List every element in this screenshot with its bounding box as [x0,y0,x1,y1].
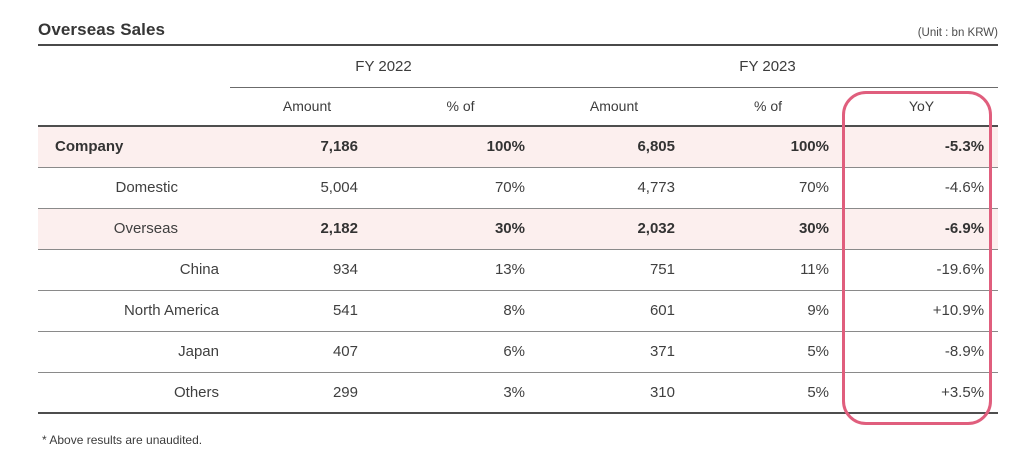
cell-yoy: -6.9% [845,208,999,250]
cell-pct-2022: 30% [384,208,537,250]
cell-amount-2022: 2,182 [230,208,384,250]
row-label: Company [38,126,230,168]
cell-yoy: +10.9% [845,290,999,332]
cell-amount-2023: 2,032 [537,208,691,250]
cell-pct-2023: 30% [691,208,845,250]
cell-amount-2022: 299 [230,372,384,414]
cell-pct-2023: 5% [691,372,845,414]
cell-amount-2023: 310 [537,372,691,414]
row-label: Domestic [38,167,230,209]
column-header-row: Amount % of Amount % of YoY [38,87,999,127]
cell-pct-2023: 9% [691,290,845,332]
table-row-domestic: Domestic 5,004 70% 4,773 70% -4.6% [38,167,999,209]
cell-yoy: -5.3% [845,126,999,168]
column-header-yoy: YoY [845,87,999,127]
cell-pct-2022: 70% [384,167,537,209]
cell-amount-2022: 5,004 [230,167,384,209]
cell-pct-2022: 100% [384,126,537,168]
cell-yoy: -19.6% [845,249,999,291]
column-group-row: FY 2022 FY 2023 [38,47,999,88]
column-header-amount-2023: Amount [537,87,691,127]
footnote: * Above results are unaudited. [42,433,203,447]
row-label: Overseas [38,208,230,250]
table-row-company: Company 7,186 100% 6,805 100% -5.3% [38,126,999,168]
table-row-japan: Japan 407 6% 371 5% -8.9% [38,331,999,373]
table-row-others: Others 299 3% 310 5% +3.5% [38,372,999,414]
column-header-amount-2022: Amount [230,87,384,127]
cell-amount-2022: 541 [230,290,384,332]
column-group-fy2022: FY 2022 [230,47,537,88]
cell-yoy: -4.6% [845,167,999,209]
cell-pct-2022: 6% [384,331,537,373]
cell-amount-2022: 407 [230,331,384,373]
row-label: North America [38,290,230,332]
cell-amount-2023: 751 [537,249,691,291]
cell-pct-2023: 100% [691,126,845,168]
unit-label: (Unit : bn KRW) [917,27,998,39]
cell-pct-2022: 13% [384,249,537,291]
table-row-north-america: North America 541 8% 601 9% +10.9% [38,290,999,332]
column-header-pct-2022: % of [384,87,537,127]
table-row-overseas: Overseas 2,182 30% 2,032 30% -6.9% [38,208,999,250]
cell-amount-2023: 371 [537,331,691,373]
row-label: Japan [38,331,230,373]
cell-pct-2023: 70% [691,167,845,209]
cell-amount-2023: 601 [537,290,691,332]
cell-amount-2022: 934 [230,249,384,291]
row-label: Others [38,372,230,414]
cell-amount-2023: 4,773 [537,167,691,209]
overseas-sales-table: FY 2022 FY 2023 Amount % of Amount % of … [38,47,999,414]
cell-yoy: -8.9% [845,331,999,373]
page-title: Overseas Sales [38,20,166,39]
column-header-pct-2023: % of [691,87,845,127]
cell-amount-2022: 7,186 [230,126,384,168]
cell-pct-2022: 3% [384,372,537,414]
row-label: China [38,249,230,291]
cell-pct-2022: 8% [384,290,537,332]
table-row-china: China 934 13% 751 11% -19.6% [38,249,999,291]
spacer-cell [38,47,230,87]
column-group-fy2023: FY 2023 [537,47,999,88]
cell-yoy: +3.5% [845,372,999,414]
cell-amount-2023: 6,805 [537,126,691,168]
cell-pct-2023: 5% [691,331,845,373]
cell-pct-2023: 11% [691,249,845,291]
spacer-cell [38,87,230,127]
title-bar: Overseas Sales (Unit : bn KRW) [38,20,998,46]
